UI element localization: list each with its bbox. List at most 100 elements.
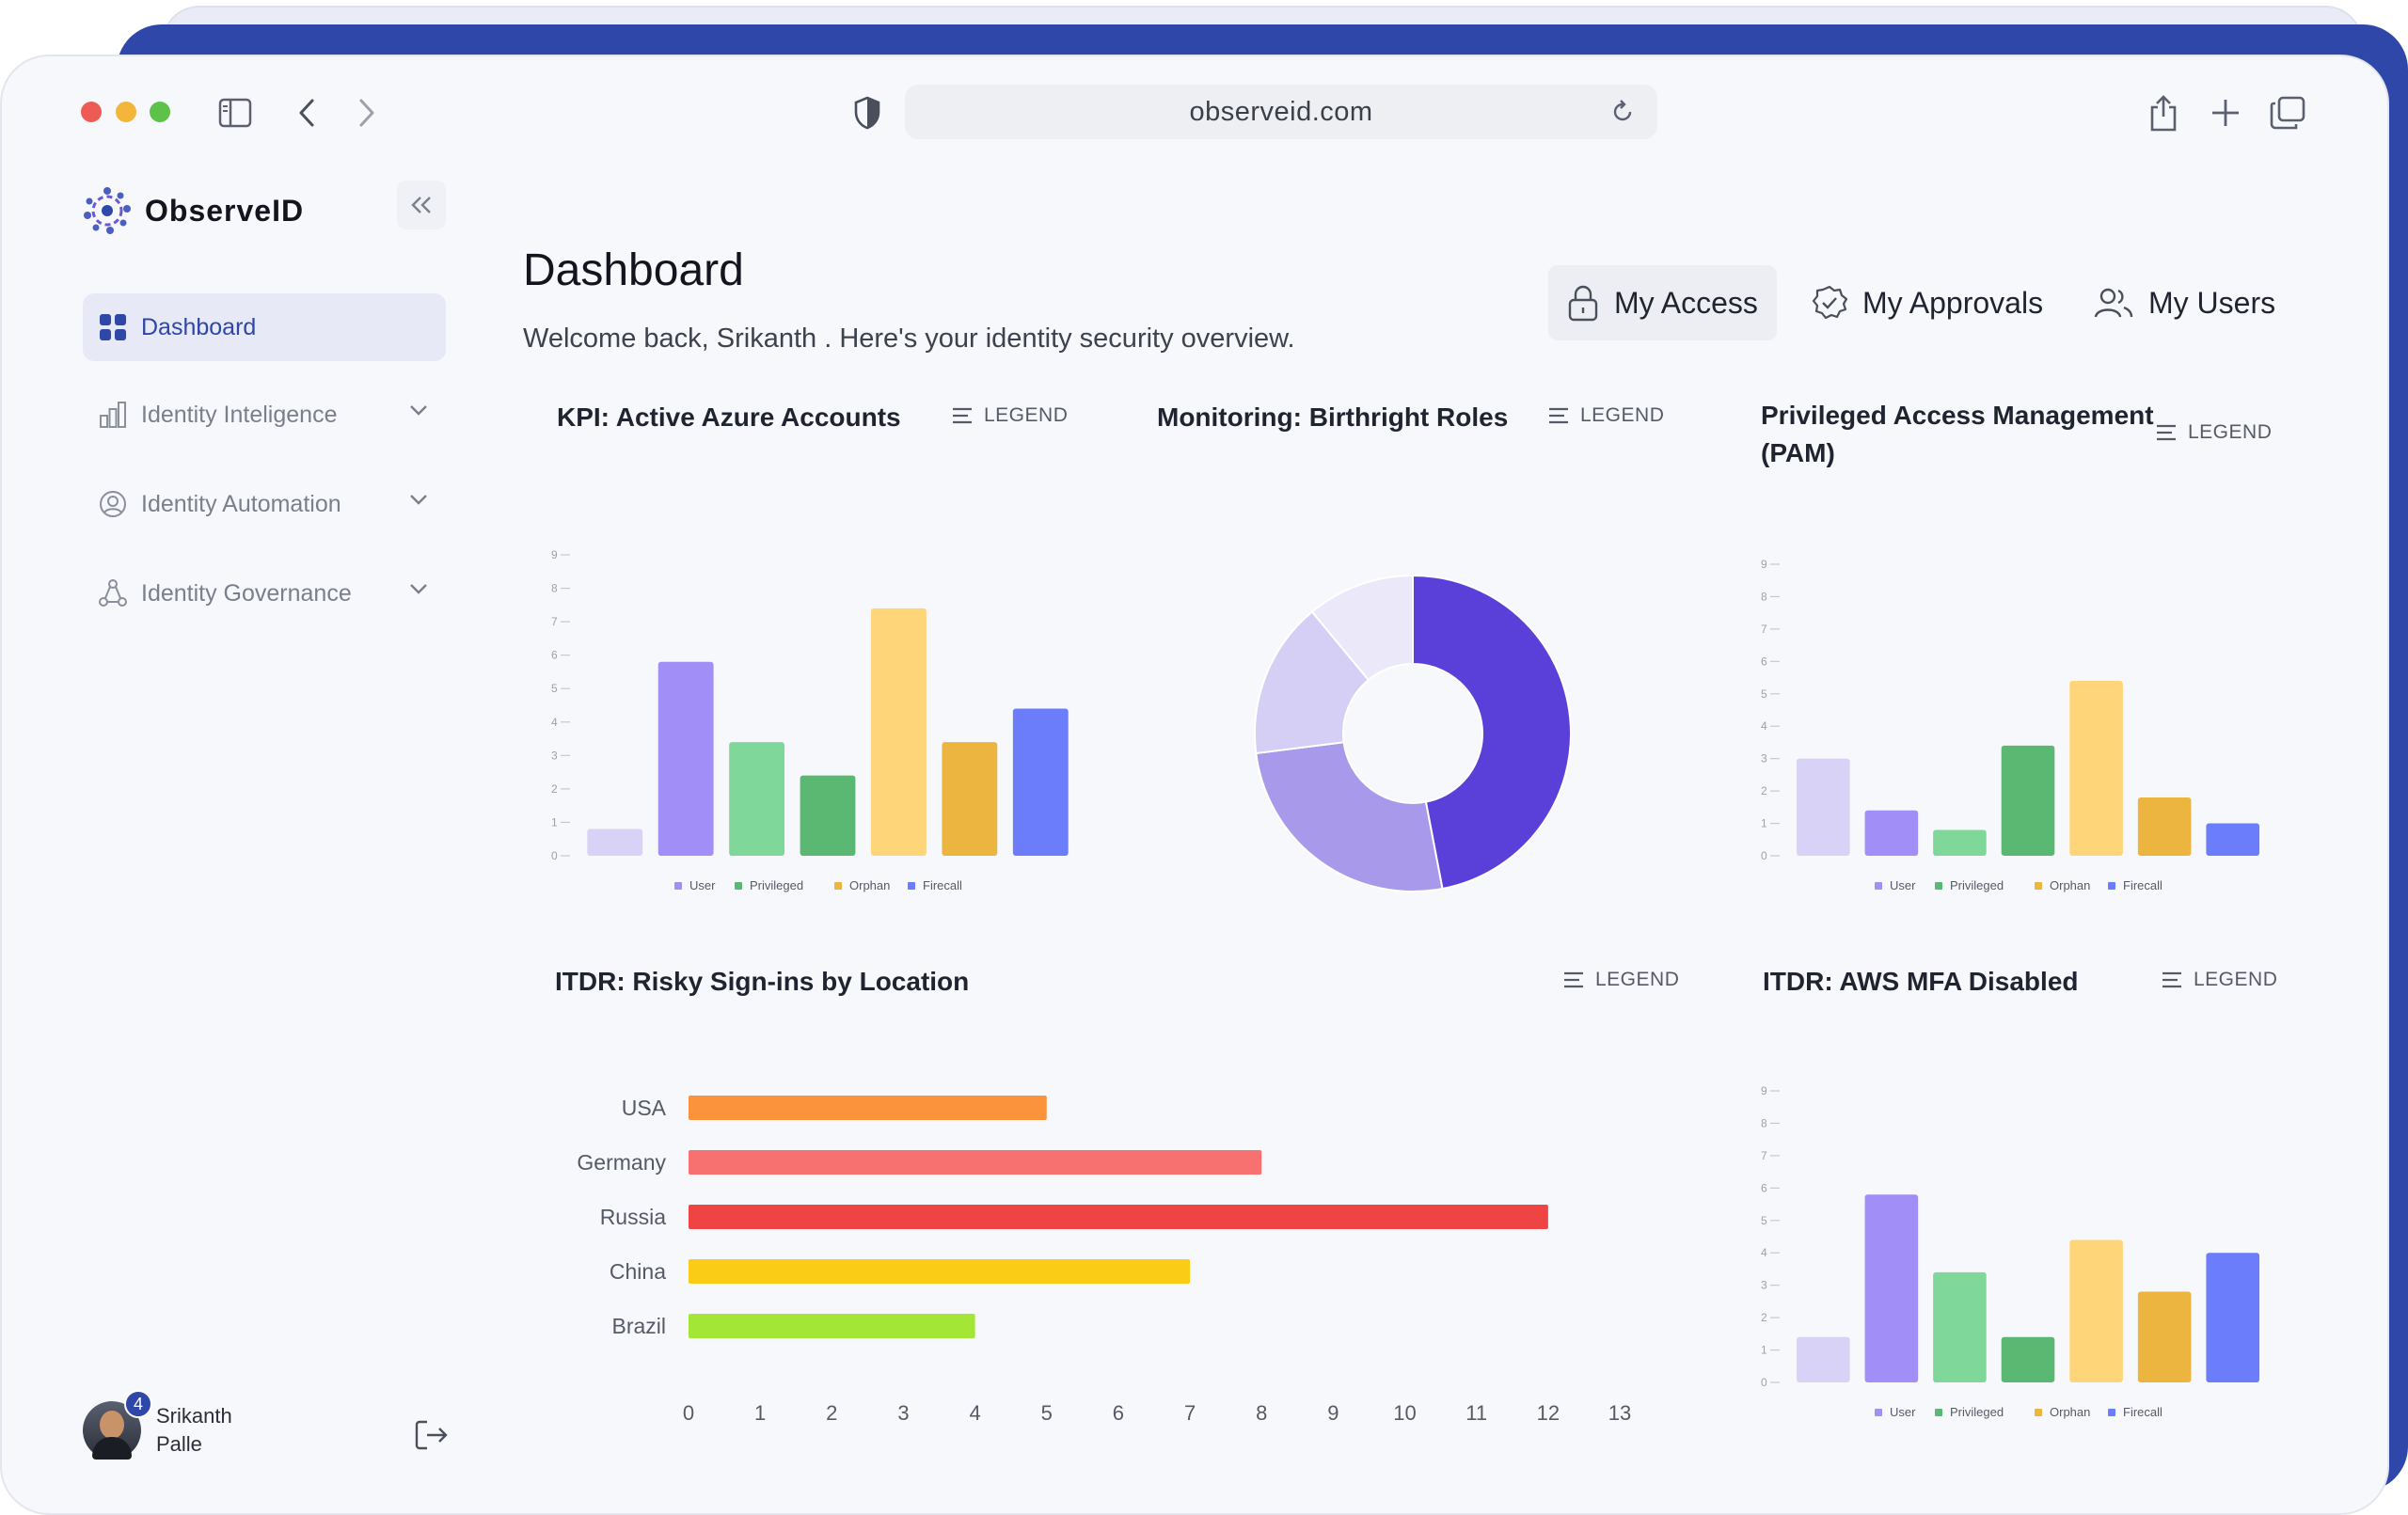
chevron-down-icon — [410, 584, 427, 594]
legend-button[interactable]: LEGEND — [2156, 421, 2272, 444]
tab-my-access[interactable]: My Access — [1548, 265, 1777, 340]
bar[interactable] — [2069, 681, 2123, 856]
observeid-logo-icon — [84, 187, 131, 234]
sidebar-item-identity-governance[interactable]: Identity Governance — [83, 560, 446, 627]
y-tick-label: 9 — [1761, 1084, 1767, 1097]
legend-swatch — [735, 882, 742, 890]
bar[interactable] — [2001, 745, 2055, 856]
share-icon[interactable] — [2145, 94, 2182, 132]
x-tick-label: 9 — [1327, 1401, 1339, 1425]
legend-swatch — [2035, 882, 2042, 890]
sidebar-item-dashboard[interactable]: Dashboard — [83, 293, 446, 361]
bar[interactable] — [942, 742, 998, 856]
y-tick-label: 4 — [551, 716, 558, 729]
bar[interactable] — [689, 1259, 1191, 1284]
x-tick-label: 0 — [683, 1401, 694, 1425]
user-profile[interactable]: 4 Srikanth Palle — [83, 1390, 232, 1460]
address-bar[interactable]: observeid.com — [905, 85, 1657, 139]
x-tick-label: 11 — [1465, 1401, 1487, 1425]
bar[interactable] — [657, 661, 714, 856]
back-arrow-icon[interactable] — [288, 94, 325, 132]
donut-slice[interactable] — [1310, 574, 1414, 682]
y-tick-label: 2 — [1761, 784, 1767, 797]
donut-slice[interactable] — [1254, 610, 1370, 755]
minimize-window-button[interactable] — [116, 102, 136, 122]
donut-slice[interactable] — [1412, 574, 1572, 891]
card-title-line: (PAM) — [1761, 438, 1835, 467]
bar[interactable] — [2137, 1291, 2192, 1382]
tab-label: My Users — [2148, 285, 2276, 320]
bar[interactable] — [1933, 829, 1987, 856]
donut-slice[interactable] — [1255, 741, 1444, 892]
y-tick-label: 0 — [1761, 1376, 1767, 1389]
bar[interactable] — [2206, 823, 2260, 856]
bar[interactable] — [1796, 758, 1850, 856]
double-chevron-left-icon — [411, 197, 431, 213]
close-window-button[interactable] — [81, 102, 102, 122]
sidebar-item-identity-automation[interactable]: Identity Automation — [83, 470, 446, 538]
y-tick-label: 6 — [1761, 1181, 1767, 1194]
bar[interactable] — [2069, 1239, 2123, 1382]
reload-icon[interactable] — [1610, 100, 1635, 129]
logout-button[interactable] — [414, 1418, 450, 1457]
legend-entry: Privileged — [1950, 878, 2004, 892]
avatar[interactable]: 4 — [83, 1390, 152, 1460]
card-title: ITDR: Risky Sign-ins by Location — [555, 967, 970, 996]
bar[interactable] — [1012, 708, 1069, 856]
brand-logo[interactable]: ObserveID — [83, 186, 304, 235]
bar[interactable] — [2206, 1253, 2260, 1382]
card-title: Monitoring: Birthright Roles — [1157, 402, 1509, 432]
sidebar-toggle-icon[interactable] — [216, 94, 254, 132]
y-tick-label: 3 — [1761, 1279, 1767, 1292]
user-first-name: Srikanth — [156, 1404, 232, 1428]
card-itdr-risky-sign-ins — [523, 940, 1703, 1448]
bar[interactable] — [800, 775, 856, 856]
legend-button[interactable]: LEGEND — [1563, 969, 1679, 991]
y-tick-label: 8 — [551, 582, 558, 595]
bar[interactable] — [1864, 810, 1919, 856]
tab-overview-icon[interactable] — [2269, 94, 2306, 132]
category-label: Russia — [600, 1205, 667, 1229]
legend-entry: User — [689, 878, 716, 892]
pam-bar-chart: 0 1 2 3 4 5 6 7 8 9 User Privileged Orphan Firecall — [1761, 558, 2260, 892]
bar[interactable] — [689, 1096, 1047, 1120]
bar[interactable] — [729, 742, 784, 856]
bar[interactable] — [689, 1314, 975, 1338]
legend-swatch — [2035, 1409, 2042, 1416]
bar[interactable] — [1933, 1271, 1987, 1382]
legend-button[interactable]: LEGEND — [1548, 404, 1664, 427]
bar[interactable] — [689, 1150, 1262, 1175]
bar[interactable] — [2137, 797, 2192, 856]
legend-swatch — [834, 882, 842, 890]
bar[interactable] — [871, 608, 927, 856]
y-tick-label: 5 — [1761, 687, 1767, 701]
y-tick-label: 4 — [1761, 719, 1767, 733]
legend-label: LEGEND — [984, 404, 1069, 426]
collapse-sidebar-button[interactable] — [397, 181, 446, 229]
sidebar-item-label: Identity Governance — [141, 579, 352, 607]
y-tick-label: 5 — [1761, 1214, 1767, 1227]
maximize-window-button[interactable] — [150, 102, 170, 122]
bar[interactable] — [1864, 1194, 1919, 1382]
bar[interactable] — [689, 1205, 1548, 1229]
legend-swatch — [908, 882, 915, 890]
privacy-shield-icon[interactable] — [848, 94, 886, 132]
notification-badge: 4 — [124, 1390, 152, 1418]
tab-my-users[interactable]: My Users — [2075, 265, 2294, 340]
bar[interactable] — [2001, 1336, 2055, 1382]
bar[interactable] — [587, 829, 643, 856]
legend-swatch — [2108, 882, 2115, 890]
y-tick-label: 5 — [551, 682, 558, 695]
sidebar-item-identity-inteligence[interactable]: Identity Inteligence — [83, 381, 446, 449]
tab-my-approvals[interactable]: My Approvals — [1793, 265, 2062, 340]
card-title: Privileged Access Management (PAM) — [1761, 397, 2154, 472]
bar[interactable] — [1796, 1336, 1850, 1382]
new-tab-plus-icon[interactable] — [2207, 94, 2244, 132]
x-tick-label: 1 — [754, 1401, 766, 1425]
legend-swatch — [1935, 1409, 1942, 1416]
legend-button[interactable]: LEGEND — [2162, 969, 2277, 991]
forward-arrow-icon[interactable] — [348, 94, 386, 132]
legend-label: LEGEND — [2188, 421, 2273, 443]
legend-button[interactable]: LEGEND — [952, 404, 1068, 427]
